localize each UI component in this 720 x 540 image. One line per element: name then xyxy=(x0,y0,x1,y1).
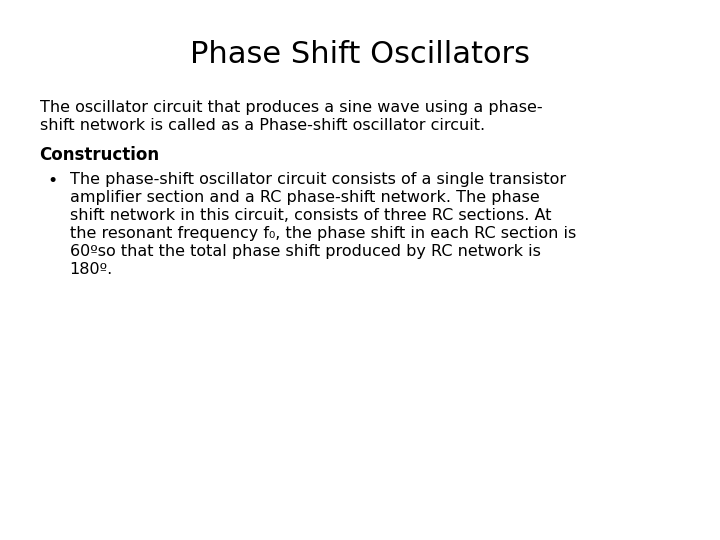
Text: •: • xyxy=(48,172,58,190)
Text: 60ºso that the total phase shift produced by RC network is: 60ºso that the total phase shift produce… xyxy=(70,244,541,259)
Text: Phase Shift Oscillators: Phase Shift Oscillators xyxy=(190,40,530,69)
Text: The oscillator circuit that produces a sine wave using a phase-: The oscillator circuit that produces a s… xyxy=(40,100,542,115)
Text: shift network in this circuit, consists of three RC sections. At: shift network in this circuit, consists … xyxy=(70,208,551,223)
Text: 180º.: 180º. xyxy=(70,262,113,277)
Text: The phase-shift oscillator circuit consists of a single transistor: The phase-shift oscillator circuit consi… xyxy=(70,172,566,187)
Text: shift network is called as a Phase-shift oscillator circuit.: shift network is called as a Phase-shift… xyxy=(40,118,485,133)
Text: amplifier section and a RC phase-shift network. The phase: amplifier section and a RC phase-shift n… xyxy=(70,190,539,205)
Text: the resonant frequency f₀, the phase shift in each RC section is: the resonant frequency f₀, the phase shi… xyxy=(70,226,576,241)
Text: Construction: Construction xyxy=(40,146,160,164)
